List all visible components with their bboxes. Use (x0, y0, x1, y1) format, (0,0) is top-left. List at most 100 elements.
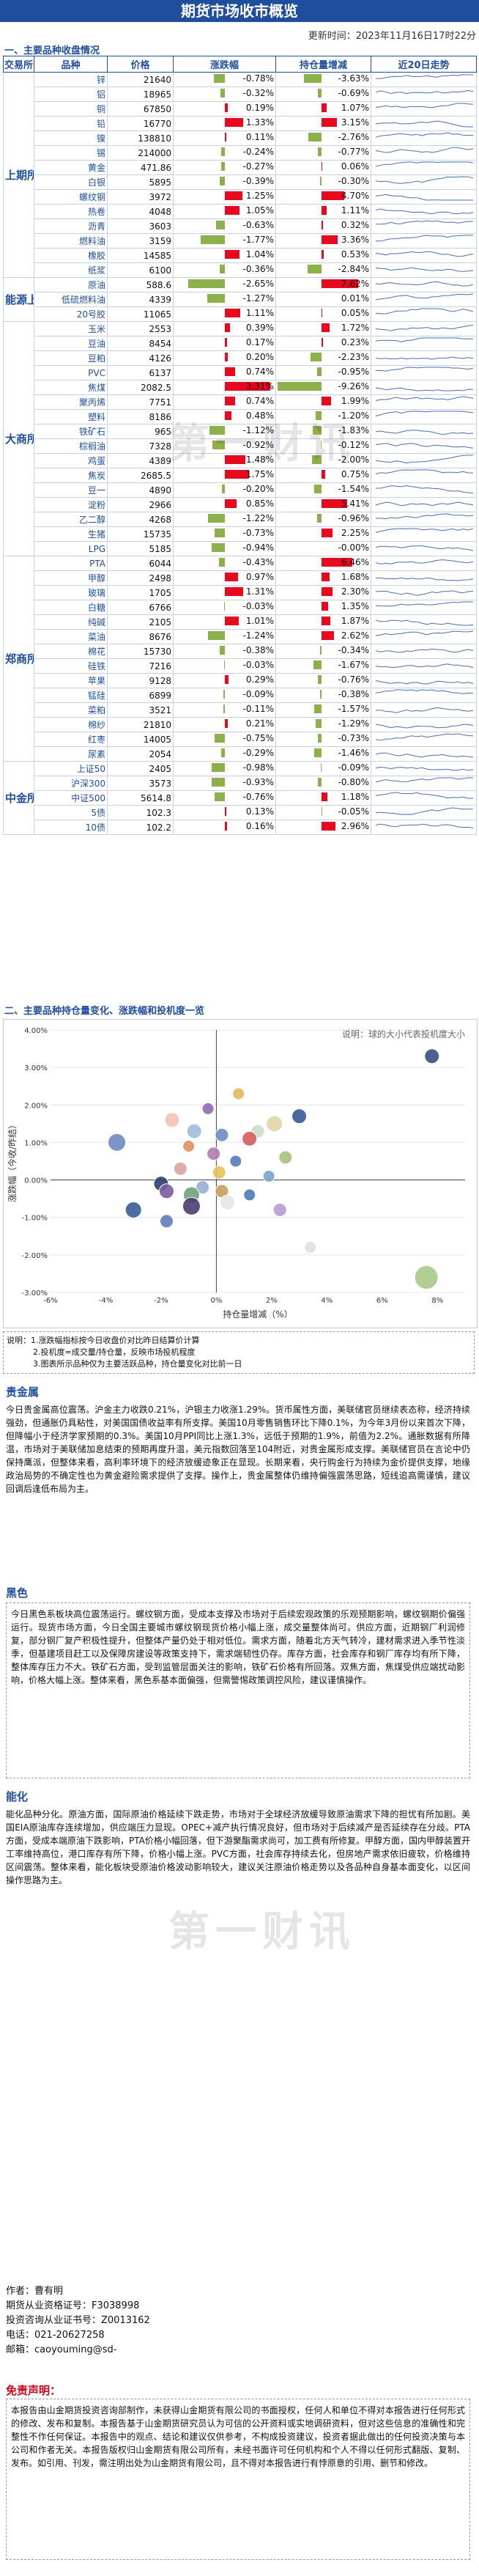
price-cell: 2105 (107, 614, 174, 630)
table-row: 能源上原油588.6 -2.65% 7.62% (3, 277, 477, 322)
disclaimer-title: 免责声明： (6, 2384, 62, 2397)
commodity-name: 生猪 (34, 526, 108, 542)
change-cell: 1.75% (173, 468, 276, 483)
table-row: 白糖 6766 -0.03% 1.35% (4, 600, 477, 615)
price-cell: 471.86 (107, 160, 174, 175)
commodity-name: 原油 (34, 277, 108, 292)
table-row: 黄金 471.86 -0.27% 0.06% (4, 160, 477, 175)
oi-cell: 7.62% (275, 277, 371, 292)
oi-cell: 0.53% (275, 248, 371, 263)
sparkline (375, 120, 473, 128)
sparkline (375, 411, 474, 417)
oi-label: -0.00% (338, 542, 369, 553)
change-cell: 1.04% (173, 248, 276, 263)
oi-cell: -0.30% (275, 174, 371, 190)
change-label: -1.12% (242, 425, 274, 435)
commodity-name: 10债 (34, 820, 108, 835)
oi-cell: 2.25% (275, 526, 371, 542)
oi-bar (322, 206, 327, 215)
oi-cell: 4.70% (275, 189, 371, 205)
y-tick-label: -3.00% (22, 1289, 48, 1298)
scatter-point (182, 1196, 201, 1215)
oi-bar (318, 89, 322, 97)
change-label: -0.92% (242, 440, 274, 450)
oi-label: -0.77% (338, 147, 369, 157)
price-cell: 965 (107, 424, 174, 439)
table-row: 镍 138810 0.11% -2.76% (4, 130, 477, 146)
column-header: 价格 (107, 56, 174, 73)
oi-bar (322, 792, 327, 801)
oi-bar (322, 558, 353, 567)
change-label: -0.20% (242, 484, 274, 494)
table-row: 中金所上证502405 -0.98% -0.09% (3, 761, 477, 835)
sparkline (375, 147, 474, 153)
table-row: 20号胶 11065 1.11% 0.05% (4, 306, 477, 322)
x-tick-label: 0% (210, 1297, 222, 1305)
scatter-point (158, 1183, 174, 1199)
change-label: 1.33% (245, 117, 274, 128)
change-cell: -0.29% (173, 746, 276, 762)
oi-cell: 5.41% (275, 497, 371, 512)
table-row: 豆油 8454 0.17% 0.23% (4, 336, 477, 351)
table-row: 菜油 8676 -1.24% 2.62% (4, 629, 477, 644)
change-cell: 0.39% (173, 321, 276, 336)
sparkline (375, 630, 474, 636)
price-cell: 4389 (107, 453, 174, 468)
sparkline-cell (371, 482, 477, 498)
price-cell: 6766 (107, 600, 174, 615)
change-cell: 0.11% (173, 130, 276, 146)
note-line: 3.图表所示品种仅为主要活跃品种，持仓量变化对比前一日 (33, 1359, 242, 1369)
change-label: 1.05% (245, 205, 274, 216)
change-bar (225, 382, 271, 391)
article-title-energy: 能化 (6, 1790, 29, 1803)
sparkline (375, 89, 474, 95)
sparkline (375, 325, 474, 331)
oi-cell: -0.05% (275, 805, 371, 820)
oi-bar (322, 499, 348, 508)
article-body-precious: 今日贵金属高位震荡。沪金主力收跌0.21%，沪银主力收涨1.29%。货币属性方面… (6, 1405, 470, 1494)
oi-label: -3.63% (338, 73, 369, 84)
change-label: -0.78% (242, 73, 274, 84)
oi-label: 2.30% (341, 586, 369, 597)
commodity-name: 铜 (34, 101, 108, 117)
change-label: -0.32% (242, 88, 274, 98)
oi-cell: 0.32% (275, 218, 371, 234)
change-label: 1.48% (245, 455, 274, 465)
exchange-cell: 中金所 (3, 761, 34, 835)
y-tick-label: 2.00% (24, 1102, 48, 1110)
scatter-point (173, 1161, 187, 1176)
sparkline-cell (371, 116, 477, 131)
section2-title: 二、主要品种持仓量变化、涨跌幅和投机度一览 (4, 1006, 205, 1017)
oi-bar (277, 382, 322, 391)
table-row: 乙二醇 4268 -1.22% -0.96% (4, 512, 477, 527)
email[interactable]: 邮箱：caoyouming@sd- (6, 2344, 117, 2355)
oi-label: 2.62% (341, 630, 369, 641)
change-bar (220, 265, 225, 273)
sparkline-cell (371, 776, 477, 791)
sparkline-cell (371, 526, 477, 542)
table-header: 交易所 品种 价格 涨跌幅 持仓量增减 近20日走势 (3, 56, 477, 73)
oi-bar (313, 426, 322, 435)
change-bar (224, 660, 225, 669)
scatter-point (212, 1165, 226, 1180)
change-bar (225, 367, 235, 376)
change-cell: -0.24% (173, 145, 276, 161)
price-cell: 18965 (107, 87, 174, 102)
scatter-point (201, 1102, 215, 1115)
change-label: -0.94% (242, 542, 274, 553)
scatter-point (232, 1087, 245, 1100)
price-cell: 3159 (107, 233, 174, 249)
oi-bar (308, 133, 322, 141)
commodity-name: 塑料 (34, 409, 108, 424)
commodity-name: 铁矿石 (34, 424, 108, 439)
sparkline-cell (371, 424, 477, 439)
oi-bar (308, 265, 322, 273)
oi-cell: 1.68% (275, 570, 371, 586)
x-tick-label: 4% (321, 1297, 333, 1305)
table-row: 玻璃 1705 1.31% 2.30% (4, 585, 477, 600)
price-cell: 8186 (107, 409, 174, 424)
sparkline-cell (371, 409, 477, 424)
change-label: 1.11% (245, 308, 274, 318)
change-bar (225, 455, 245, 464)
sparkline-cell (371, 174, 477, 190)
